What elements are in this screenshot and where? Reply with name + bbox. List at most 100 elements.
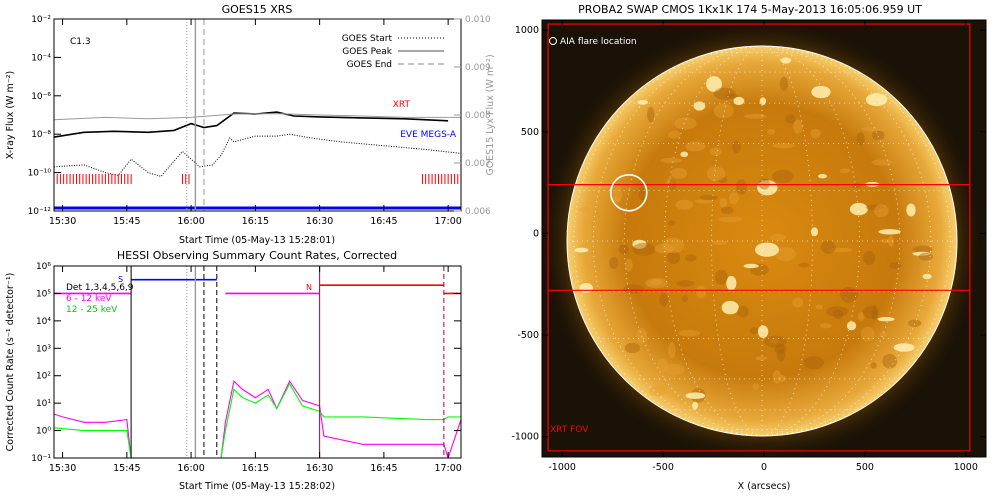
solar-feature <box>839 168 851 174</box>
goes-y-tick-label: 10⁻² <box>31 15 51 25</box>
goes-axes: 15:30 15:45 16:00 16:15 16:30 16:45 17:00 10⁻¹²… <box>28 15 491 227</box>
goes-y-tick-label: 10⁻¹² <box>28 207 52 217</box>
hessi-x-tick-label: 16:00 <box>177 463 204 474</box>
solar-feature <box>721 206 734 214</box>
solar-feature <box>757 180 778 196</box>
solar-feature <box>862 306 879 319</box>
hessi-panel: HESSI Observing Summary Count Rates, Cor… <box>5 249 462 492</box>
swap-image <box>542 20 984 457</box>
solar-feature <box>713 103 734 119</box>
solar-feature <box>755 242 779 257</box>
solar-feature <box>713 87 736 100</box>
solar-feature <box>725 93 738 99</box>
solar-feature <box>874 204 889 218</box>
solar-feature <box>606 325 615 331</box>
goes-series-lyman-alpha <box>54 113 461 121</box>
solar-feature <box>860 326 875 342</box>
swap-y-tick-label: -500 <box>517 330 539 341</box>
goes-x-tick-label: 17:00 <box>434 216 461 227</box>
solar-feature <box>777 348 786 362</box>
hessi-ylabel: Corrected Count Rate (s⁻¹ detector⁻¹) <box>5 273 16 452</box>
solar-feature <box>772 370 782 384</box>
longitude-line <box>761 45 901 437</box>
solar-feature <box>871 130 885 140</box>
solar-feature <box>732 140 741 154</box>
solar-feature <box>770 234 786 241</box>
solar-feature <box>694 199 714 204</box>
solar-feature <box>820 240 836 254</box>
solar-feature <box>811 85 831 99</box>
hessi-series-6-12-kev <box>54 380 461 458</box>
solar-feature <box>733 96 745 106</box>
hessi-marks <box>54 266 461 458</box>
hessi-x-tick-label: 16:30 <box>306 463 333 474</box>
solar-feature <box>624 342 640 354</box>
solar-feature <box>645 277 668 289</box>
swap-axes: -1000 -500 0 500 1000 1000 500 0 -500 -1000 <box>511 20 986 473</box>
solar-feature <box>659 293 669 307</box>
solar-feature <box>778 375 787 383</box>
solar-feature <box>654 243 675 254</box>
solar-feature <box>681 295 688 302</box>
solar-feature <box>685 141 706 152</box>
hessi-y-tick-label: 10⁴ <box>36 317 51 327</box>
hessi-y-tick-label: 10¹ <box>36 399 51 409</box>
flare-class-label: C1.3 <box>70 37 91 47</box>
solar-feature <box>772 169 794 184</box>
solar-feature <box>696 285 707 299</box>
solar-feature <box>674 117 697 130</box>
hessi-y-tick-label: 10⁶ <box>36 262 51 272</box>
solar-feature <box>699 194 719 201</box>
solar-feature <box>914 182 923 190</box>
solar-feature <box>922 273 932 280</box>
xrt-fov-label: XRT FOV <box>550 425 589 435</box>
solar-feature <box>636 328 648 344</box>
solar-feature <box>846 321 857 331</box>
goes-x-tick-label: 16:45 <box>370 216 397 227</box>
hessi-x-tick-label: 15:30 <box>49 463 76 474</box>
goes-x-tick-label: 15:45 <box>113 216 140 227</box>
swap-panel: PROBA2 SWAP CMOS 1Kx1K 174 5-May-2013 16… <box>511 3 987 492</box>
legend-det: Det 1,3,4,5,6,9 <box>66 283 134 293</box>
solar-feature <box>810 128 821 139</box>
solar-feature <box>893 343 915 352</box>
goes-y-tick-label: 10⁻⁸ <box>31 130 51 140</box>
goes-title: GOES15 XRS <box>222 3 293 16</box>
goes-y-tick-label: 10⁻⁴ <box>31 53 51 63</box>
solar-feature <box>865 93 888 107</box>
hessi-title: HESSI Observing Summary Count Rates, Cor… <box>117 249 397 262</box>
solar-feature <box>913 245 933 254</box>
solar-feature <box>772 143 796 149</box>
solar-feature <box>719 197 728 208</box>
solar-feature <box>906 203 916 217</box>
solar-feature <box>678 329 700 337</box>
solar-feature <box>726 275 737 291</box>
solar-feature <box>878 229 901 235</box>
solar-feature <box>752 383 760 390</box>
limb-outline <box>566 45 958 437</box>
solar-feature <box>755 356 768 361</box>
goes-y2-tick-label: 0.007 <box>465 159 491 169</box>
goes-y2-tick-label: 0.008 <box>465 111 491 121</box>
solar-feature <box>718 216 743 223</box>
hessi-axes: 15:30 15:45 16:00 16:15 16:30 16:45 17:00 10⁻¹ 1… <box>31 262 462 474</box>
longitude-line <box>573 45 763 437</box>
solar-feature <box>779 76 789 91</box>
solar-feature <box>649 278 663 286</box>
longitude-line <box>761 45 951 437</box>
solar-feature <box>889 262 902 269</box>
solar-feature <box>912 251 931 256</box>
solar-feature <box>849 202 868 216</box>
solar-feature <box>676 280 695 287</box>
goes-x-tick-label: 15:30 <box>49 216 76 227</box>
solar-feature <box>774 247 796 262</box>
solar-feature <box>764 335 787 348</box>
solar-feature <box>685 392 706 400</box>
solar-feature <box>709 147 722 156</box>
solar-feature <box>692 401 698 410</box>
annotation-n: N <box>306 283 312 292</box>
solar-feature <box>882 353 898 369</box>
flare-location-circle <box>609 173 648 212</box>
solar-feature <box>757 325 769 339</box>
xrt-label: XRT <box>393 100 411 110</box>
